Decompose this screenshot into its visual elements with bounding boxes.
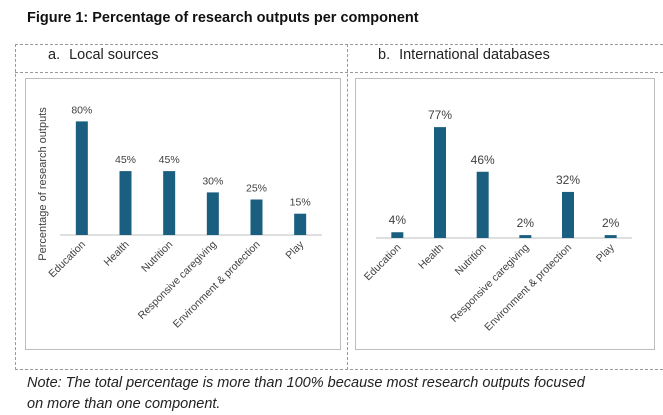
panel-b-letter: b. <box>378 47 391 63</box>
panel-b-title: b. International databases <box>378 47 550 63</box>
chart-a-data-label-nutrition: 45% <box>159 154 180 166</box>
chart-a-tick-label-environment-and-protection: Environment & protection <box>171 239 263 331</box>
chart-b-bar-play <box>604 235 617 238</box>
chart-a-data-label-responsive-caregiving: 30% <box>202 175 223 187</box>
chart-b-data-label-responsive-caregiving: 2% <box>517 216 535 230</box>
chart-b-tick-label-nutrition: Nutrition <box>453 242 489 278</box>
footnote-line-2: on more than one component. <box>27 396 221 412</box>
chart-a-data-label-environment-and-protection: 25% <box>246 183 267 195</box>
chart-b-bar-nutrition <box>476 171 489 238</box>
chart-a-data-label-play: 15% <box>290 197 311 209</box>
chart-b-bar-environment-and-protection <box>562 191 574 238</box>
chart-a-bar-education <box>75 121 88 235</box>
chart-b-bar-education <box>391 232 404 238</box>
panel-divider <box>347 44 348 370</box>
chart-b-data-label-environment-and-protection: 32% <box>556 173 580 187</box>
chart-a-tick-label-health: Health <box>102 239 132 269</box>
chart-b-tick-label-education: Education <box>362 242 404 284</box>
footnote-line-1: Note: The total percentage is more than … <box>27 375 585 391</box>
chart-a-y-axis-label: Percentage of research outputs <box>37 107 49 261</box>
panel-a-title-text: Local sources <box>69 47 159 63</box>
chart-b-bar-health <box>434 127 446 238</box>
chart-a-bar-environment-and-protection <box>250 199 263 235</box>
chart-b-data-label-play: 2% <box>602 216 620 230</box>
chart-b-data-label-nutrition: 46% <box>471 153 495 167</box>
figure-frame <box>15 44 663 370</box>
chart-a-tick-label-responsive-caregiving: Responsive caregiving <box>136 239 219 322</box>
chart-a-bar-responsive-caregiving <box>206 192 219 235</box>
chart-a-bar-health <box>119 171 132 235</box>
footnote: Note: The total percentage is more than … <box>27 373 637 415</box>
chart-b-data-label-health: 77% <box>428 108 452 122</box>
chart-b-data-label-education: 4% <box>389 213 407 227</box>
chart-b-tick-label-responsive-caregiving: Responsive caregiving <box>448 242 531 325</box>
chart-b: 4% Education 77% Health 46% Nutrition 2% Respon… <box>362 108 632 334</box>
chart-a-data-label-education: 80% <box>71 104 92 116</box>
chart-a-bar-nutrition <box>163 171 176 235</box>
panel-b-title-text: International databases <box>399 47 550 63</box>
chart-b-tick-label-environment-and-protection: Environment & protection <box>482 242 574 334</box>
figure-title: Figure 1: Percentage of research outputs… <box>27 10 419 26</box>
chart-a-tick-label-nutrition: Nutrition <box>139 239 175 275</box>
chart-a-tick-label-education: Education <box>46 239 88 281</box>
panel-a-letter: a. <box>48 47 61 63</box>
chart-a-bar-play <box>294 213 307 235</box>
chart-a: Percentage of research outputs 80% Educati… <box>37 104 322 331</box>
chart-b-tick-label-play: Play <box>594 241 617 264</box>
chart-a-tick-label-play: Play <box>283 238 306 261</box>
chart-b-tick-label-health: Health <box>416 242 446 272</box>
panel-a-title: a. Local sources <box>48 47 159 63</box>
chart-a-data-label-health: 45% <box>115 154 136 166</box>
panel-header-rule <box>15 72 663 73</box>
chart-b-bar-responsive-caregiving <box>519 235 532 238</box>
chart-a-box: Percentage of research outputs 80% Educati… <box>25 78 341 350</box>
chart-b-box: 4% Education 77% Health 46% Nutrition 2% Respon… <box>355 78 655 350</box>
